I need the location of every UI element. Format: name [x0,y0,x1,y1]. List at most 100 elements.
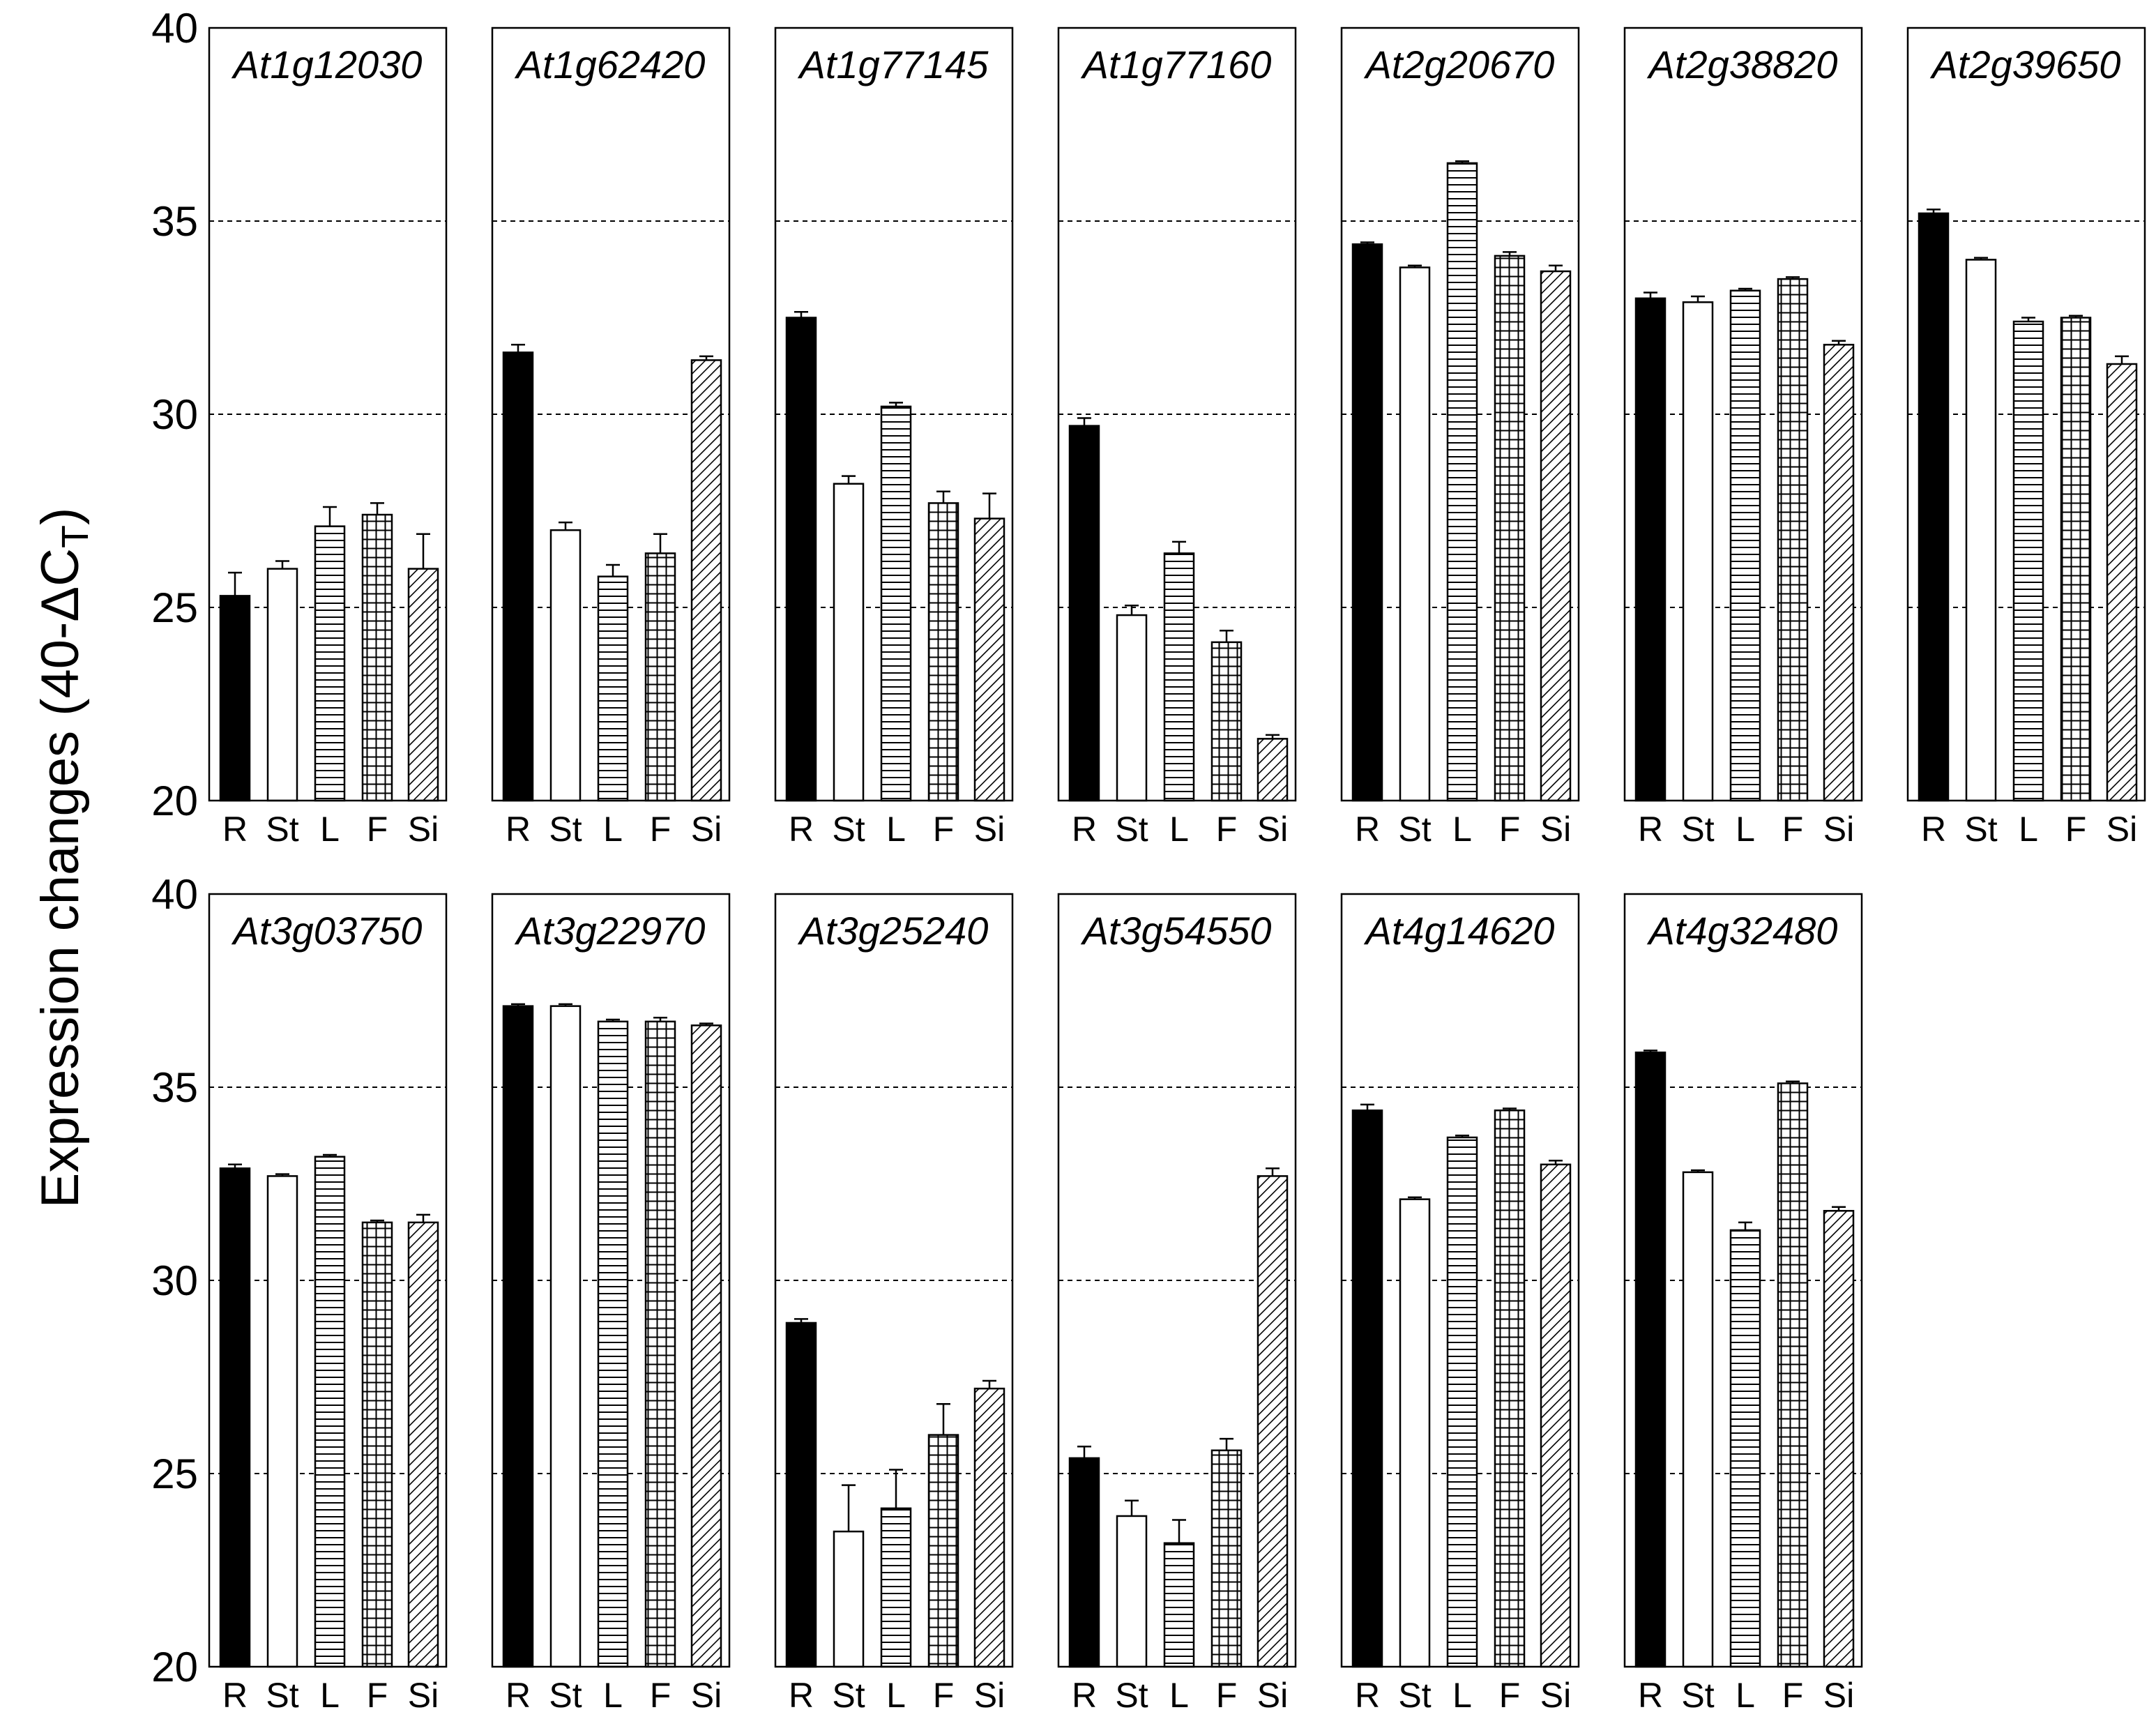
bar-Si [2106,363,2138,802]
x-tick-label: Si [1257,810,1288,849]
x-tick-label: L [886,1676,906,1715]
x-tick-label: Si [1540,810,1571,849]
panel-title: At3g22970 [515,909,706,953]
x-tick-label: R [506,1676,531,1715]
bar-St [1116,614,1148,802]
bar-R [502,351,534,802]
bar-F [2060,317,2092,802]
x-tick-label: L [1736,810,1755,849]
x-tick-label: St [1115,1676,1148,1715]
bar-St [1682,1171,1714,1668]
bar-R [219,595,251,802]
panel-At3g25240: R St L F Si At3g25240 [774,893,1014,1715]
bar-R [1068,1457,1100,1668]
x-tick-label: St [1681,810,1714,849]
x-tick-label: R [1072,1676,1097,1715]
x-tick-label: F [1216,1676,1238,1715]
bar-L [597,575,629,802]
bar-F [1777,1082,1809,1668]
y-tick-label: 35 [151,1064,198,1111]
bar-St [1399,1198,1431,1668]
bar-L [1163,1542,1195,1668]
bar-Si [1823,344,1855,802]
x-tick-label: Si [974,810,1005,849]
x-tick-label: R [789,1676,814,1715]
bar-L [880,405,912,802]
x-tick-label: F [1782,1676,1804,1715]
x-tick-label: Si [691,1676,722,1715]
x-tick-label: Si [1257,1676,1288,1715]
bar-F [1494,255,1526,802]
y-tick-label: 20 [151,778,198,824]
bar-Si [1257,1175,1289,1668]
panel-title: At4g14620 [1364,909,1555,953]
panel-title: At2g38820 [1647,43,1838,86]
panel-title: At3g03750 [231,909,423,953]
x-tick-label: L [1452,1676,1472,1715]
panel-title: At1g77145 [798,43,989,86]
x-tick-label: St [832,1676,865,1715]
bar-L [1446,162,1478,802]
panel-title: At3g54550 [1081,909,1272,953]
x-tick-label: F [1216,810,1238,849]
y-tick-label: 35 [151,198,198,245]
panel-frame [1340,893,1580,1668]
panel-title: At2g20670 [1364,43,1555,86]
bar-Si [1540,1163,1572,1668]
x-tick-label: L [886,810,906,849]
bar-Si [407,568,439,802]
x-tick-label: L [1169,1676,1189,1715]
panel-frame [208,893,448,1668]
panel-At4g14620: R St L F Si At4g14620 [1340,893,1580,1715]
bar-R [785,1322,817,1668]
x-tick-label: F [1782,810,1804,849]
bar-Si [973,1387,1005,1668]
panel-title: At1g77160 [1081,43,1272,86]
bar-L [880,1507,912,1668]
x-tick-label: L [320,1676,340,1715]
x-tick-label: Si [691,810,722,849]
x-tick-label: Si [1823,810,1854,849]
bar-St [549,529,582,802]
x-tick-label: R [789,810,814,849]
bar-R [1068,425,1100,802]
y-tick-label: 25 [151,584,198,631]
bar-F [927,502,959,802]
x-tick-label: St [1115,810,1148,849]
y-tick-label: 40 [151,871,198,918]
x-tick-label: St [1398,1676,1431,1715]
bar-R [1918,212,1950,802]
panel-frame [1057,893,1297,1668]
x-tick-label: St [832,810,865,849]
bar-F [1777,278,1809,802]
bar-R [502,1005,534,1668]
x-tick-label: St [1964,810,1997,849]
y-tick-label: 30 [151,391,198,438]
x-tick-label: Si [1540,1676,1571,1715]
panel-frame [1623,893,1863,1668]
x-tick-label: F [650,1676,671,1715]
bar-F [644,552,676,802]
x-tick-label: L [1169,810,1189,849]
panel-At3g03750: R St L F Si At3g03750 [208,893,448,1715]
x-tick-label: R [222,1676,248,1715]
panel-At2g38820: R St L F Si At2g38820 [1623,27,1863,849]
bar-St [1116,1515,1148,1668]
bar-St [266,1175,298,1668]
x-tick-label: R [1355,810,1380,849]
panel-At1g62420: R St L F Si At1g62420 [491,27,731,849]
panel-title: At3g25240 [798,909,989,953]
panel-At3g54550: R St L F Si At3g54550 [1057,893,1297,1715]
bar-Si [407,1221,439,1668]
panel-At2g20670: R St L F Si At2g20670 [1340,27,1580,849]
x-tick-label: St [266,1676,298,1715]
bar-Si [690,359,722,802]
panel-title: At2g39650 [1930,43,2121,86]
x-tick-label: L [1736,1676,1755,1715]
panel-At1g12030: R St L F Si At1g12030 [208,27,448,849]
x-tick-label: R [1355,1676,1380,1715]
bar-St [1399,266,1431,802]
bar-L [314,525,346,802]
